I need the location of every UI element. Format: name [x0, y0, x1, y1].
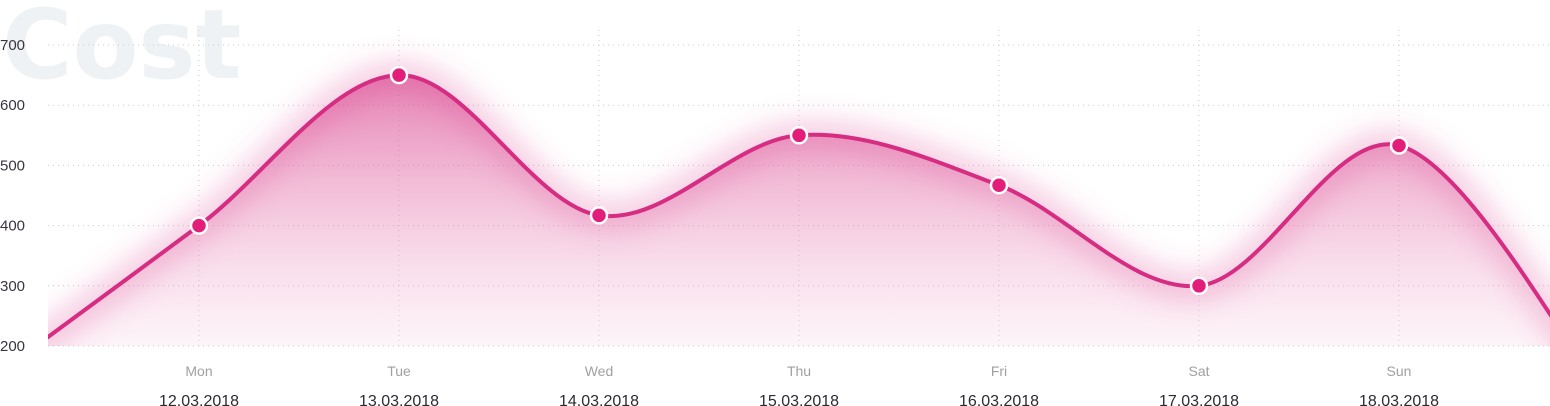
x-date-label: 15.03.2018 [759, 393, 839, 406]
x-day-label: Tue [387, 363, 411, 379]
series-area [0, 75, 1550, 386]
x-date-label: 18.03.2018 [1359, 393, 1439, 406]
x-date-label: 16.03.2018 [959, 393, 1039, 406]
data-point-sat[interactable] [1191, 278, 1207, 294]
x-day-label: Fri [991, 363, 1007, 379]
x-day-label: Wed [585, 363, 614, 379]
data-point-mon[interactable] [191, 218, 207, 234]
x-axis-labels: Mon 12.03.2018 Tue 13.03.2018 Wed 14.03.2018 T… [159, 363, 1439, 406]
y-tick-label: 500 [0, 157, 25, 174]
x-date-label: 17.03.2018 [1159, 393, 1239, 406]
x-day-label: Sun [1387, 363, 1412, 379]
y-tick-label: 400 [0, 218, 25, 235]
x-date-label: 14.03.2018 [559, 393, 639, 406]
data-point-tue[interactable] [391, 67, 407, 83]
x-day-label: Sat [1188, 363, 1209, 379]
y-tick-label: 200 [0, 338, 25, 355]
data-point-thu[interactable] [791, 127, 807, 143]
x-date-label: 13.03.2018 [359, 393, 439, 406]
chart-watermark-title: Cost [2, 0, 241, 101]
y-tick-label: 300 [0, 278, 25, 295]
data-point-sun[interactable] [1391, 138, 1407, 154]
data-point-fri[interactable] [991, 177, 1007, 193]
y-tick-label: 600 [0, 97, 25, 114]
series-area-fill [0, 75, 1550, 386]
x-day-label: Thu [787, 363, 811, 379]
x-day-label: Mon [185, 363, 212, 379]
data-point-wed[interactable] [591, 207, 607, 223]
x-date-label: 12.03.2018 [159, 393, 239, 406]
y-tick-label: 700 [0, 37, 25, 54]
